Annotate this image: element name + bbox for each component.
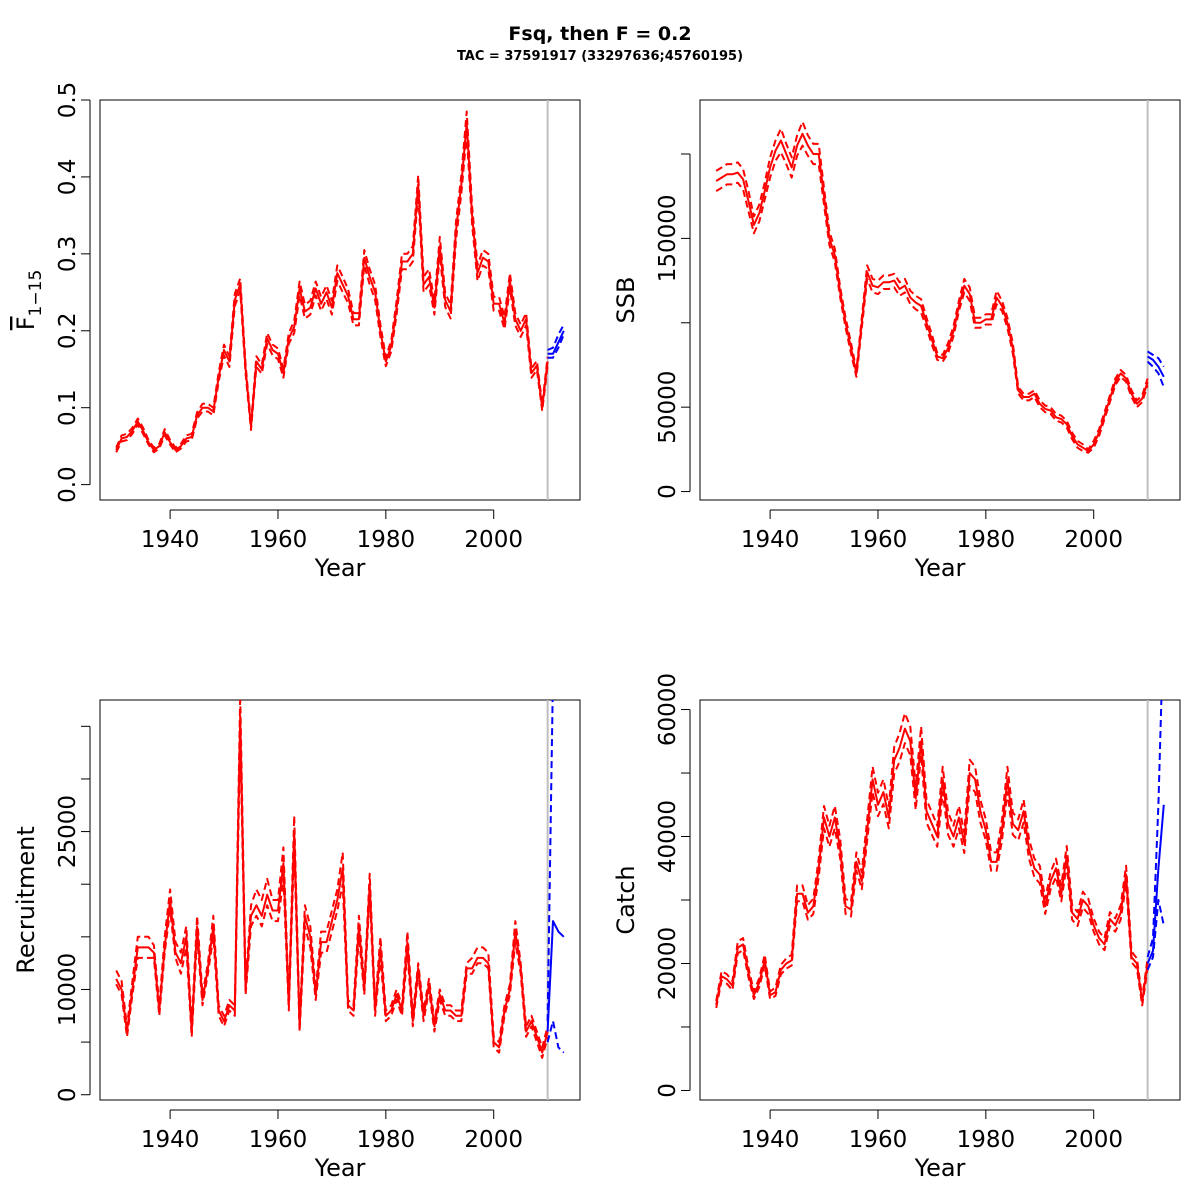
x-tick-label: 1960 [849, 527, 908, 553]
x-axis-label: Year [914, 1154, 966, 1182]
historic-lower-line [115, 133, 549, 454]
x-tick-label: 1940 [141, 1127, 200, 1153]
x-tick-label: 1980 [357, 527, 416, 553]
projection-lower-line [547, 334, 565, 359]
projection-median-line [546, 920, 565, 1032]
x-tick-label: 1940 [741, 527, 800, 553]
y-axis-label: Catch [612, 865, 640, 934]
projection-median-line [1147, 355, 1165, 378]
y-tick-label: 0 [655, 484, 681, 499]
y-axis-label: SSB [612, 277, 640, 324]
figure-title: Fsq, then F = 0.2 [508, 23, 691, 45]
y-tick-label: 40000 [655, 800, 681, 873]
y-tick-label: 0 [55, 1087, 81, 1102]
x-tick-label: 1960 [249, 527, 308, 553]
y-tick-label: 150000 [655, 194, 681, 282]
y-axis-label: F1−15 [12, 270, 46, 331]
x-tick-label: 1940 [141, 527, 200, 553]
historic-median-line [115, 122, 549, 451]
historic-upper-line [115, 700, 549, 1049]
x-tick-label: 1960 [249, 1127, 308, 1153]
y-tick-label: 0.5 [55, 82, 81, 119]
y-tick-label: 0.3 [55, 236, 81, 273]
x-axis-label: Year [914, 554, 966, 582]
series-group [115, 110, 565, 454]
figure-subtitle: TAC = 37591917 (33297636;45760195) [457, 49, 743, 64]
historic-upper-line [715, 712, 1149, 1002]
projection-upper-line [547, 324, 565, 351]
panel-recruitment: 1940 1960 1980 2000 Year 0 10000 25000 Recruitme… [12, 699, 581, 1182]
x-tick-label: 2000 [464, 527, 523, 553]
projection-lower-line [1146, 360, 1165, 388]
y-tick-label: 0.2 [55, 312, 81, 349]
panel-ssb: 1940 1960 1980 2000 Year 0 50000 150000 SSB [612, 99, 1181, 582]
y-tick-label: 25000 [55, 795, 81, 868]
plot-frame [699, 99, 1181, 501]
plot-frame [99, 99, 581, 501]
y-tick-label: 0.0 [55, 466, 81, 503]
series-group [715, 700, 1165, 1009]
y-tick-label: 0.4 [55, 159, 81, 196]
series-group [115, 700, 565, 1059]
panel-f-bar: 1940 1960 1980 2000 Year 0.0 0.1 0.2 0.3 0.4 0.5 F1… [12, 82, 581, 582]
projection-upper-line [1147, 350, 1165, 368]
historic-upper-line [115, 110, 549, 449]
x-tick-label: 1940 [741, 1127, 800, 1153]
y-tick-label: 50000 [655, 371, 681, 444]
x-tick-label: 2000 [464, 1127, 523, 1153]
x-tick-label: 1960 [849, 1127, 908, 1153]
projection-upper-line [1146, 700, 1163, 958]
historic-lower-line [715, 742, 1149, 1009]
y-tick-label: 60000 [655, 673, 681, 746]
x-tick-label: 2000 [1064, 1127, 1123, 1153]
historic-lower-line [715, 144, 1149, 454]
projection-lower-line [546, 1020, 565, 1054]
y-tick-label: 0 [655, 1083, 681, 1098]
y-tick-label: 20000 [655, 927, 681, 1000]
y-tick-label: 0.1 [55, 389, 81, 426]
historic-median-line [715, 132, 1149, 453]
projection-lower-line [1146, 899, 1165, 971]
y-axis-label: Recruitment [12, 826, 40, 973]
x-tick-label: 2000 [1064, 527, 1123, 553]
panels: 1940 1960 1980 2000 Year 0.0 0.1 0.2 0.3 0.4 0.5 F1… [12, 82, 1181, 1182]
panel-catch: 1940 1960 1980 2000 Year 0 20000 40000 60000 Catc… [612, 673, 1181, 1182]
plot-frame [699, 699, 1181, 1101]
x-tick-label: 1980 [957, 527, 1016, 553]
x-tick-label: 1980 [357, 1127, 416, 1153]
series-group [715, 120, 1165, 454]
plot-frame [99, 699, 581, 1101]
historic-median-line [715, 727, 1149, 1005]
x-tick-label: 1980 [957, 1127, 1016, 1153]
x-axis-label: Year [314, 1154, 366, 1182]
projection-median-line [547, 330, 565, 355]
x-axis-label: Year [314, 554, 366, 582]
y-tick-label: 10000 [55, 953, 81, 1026]
historic-median-line [115, 714, 549, 1054]
projection-median-line [1146, 804, 1165, 964]
